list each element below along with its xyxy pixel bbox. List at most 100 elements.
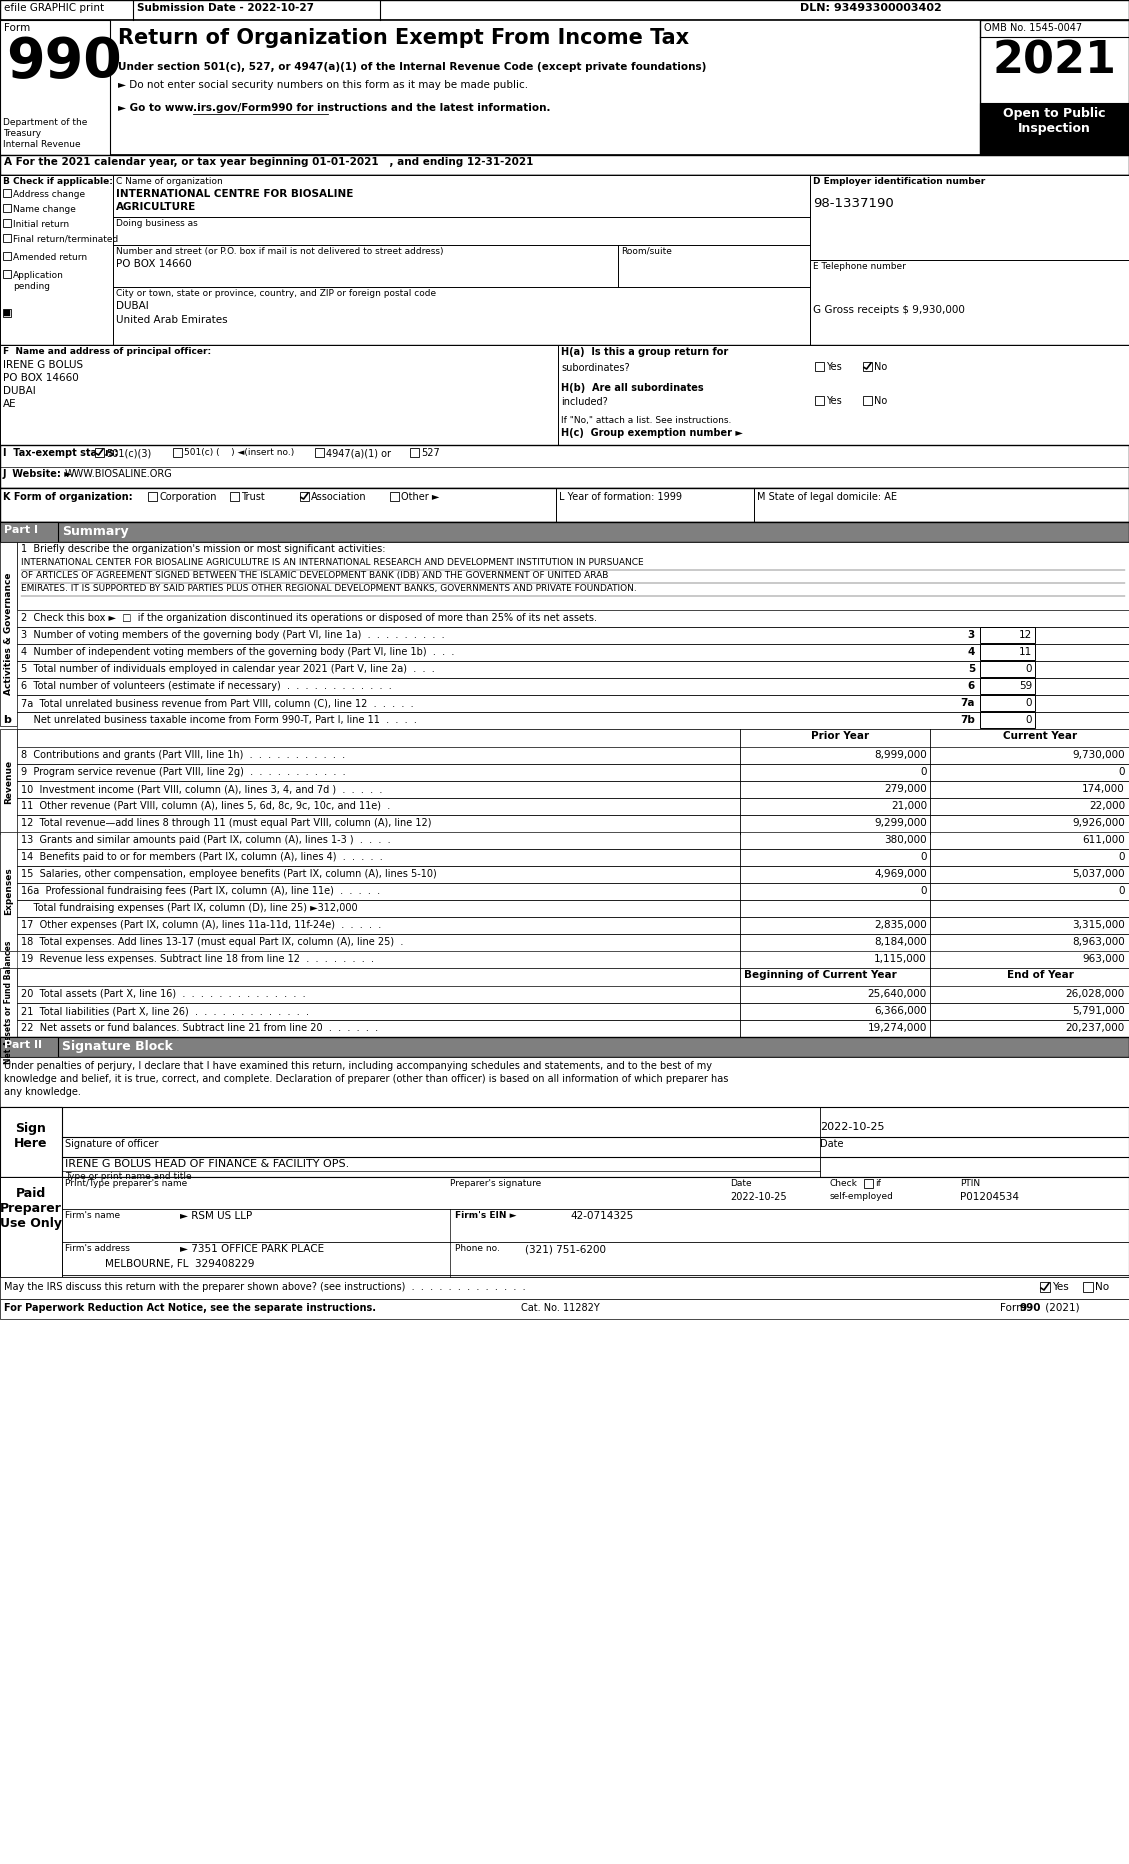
Text: H(a)  Is this a group return for: H(a) Is this a group return for [561,347,728,358]
Bar [0,345,1129,445]
Text: No: No [874,362,887,373]
Text: M State of legal domicile: AE: M State of legal domicile: AE [758,492,898,501]
Bar [148,492,157,501]
Bar [980,712,1035,729]
Bar [17,798,1129,815]
Text: 22,000: 22,000 [1088,802,1124,811]
Text: Signature of officer: Signature of officer [65,1139,158,1148]
Bar [17,1003,1129,1020]
Text: PO BOX 14660: PO BOX 14660 [3,373,79,382]
Text: 8,184,000: 8,184,000 [874,938,927,947]
Bar [0,1036,58,1057]
Text: K Form of organization:: K Form of organization: [3,492,132,501]
Bar [17,815,1129,831]
Bar [0,542,17,725]
Text: 11: 11 [1018,647,1032,656]
Bar [980,643,1035,660]
Text: End of Year: End of Year [1007,969,1074,980]
Bar [1083,1282,1093,1292]
Text: A For the 2021 calendar year, or tax year beginning 01-01-2021   , and ending 12: A For the 2021 calendar year, or tax yea… [5,157,533,168]
Text: Form: Form [1000,1303,1030,1312]
Text: Type or print name and title: Type or print name and title [65,1172,192,1182]
Text: 990: 990 [6,35,122,89]
Bar [0,175,113,345]
Bar [3,235,11,242]
Text: Part I: Part I [5,526,38,535]
Text: 8  Contributions and grants (Part VIII, line 1h)  .  .  .  .  .  .  .  .  .  .  : 8 Contributions and grants (Part VIII, l… [21,749,345,761]
Text: 19  Revenue less expenses. Subtract line 18 from line 12  .  .  .  .  .  .  .  .: 19 Revenue less expenses. Subtract line … [21,954,374,964]
Text: Date: Date [730,1180,752,1187]
Bar [3,252,11,259]
Text: Room/suite: Room/suite [621,248,672,255]
Bar [17,884,1129,900]
Text: Initial return: Initial return [14,220,69,229]
Text: Firm's EIN ►: Firm's EIN ► [455,1212,516,1221]
Text: Beginning of Current Year: Beginning of Current Year [744,969,896,980]
Text: 16a  Professional fundraising fees (Part IX, column (A), line 11e)  .  .  .  .  : 16a Professional fundraising fees (Part … [21,885,380,897]
Text: 13  Grants and similar amounts paid (Part IX, column (A), lines 1-3 )  .  .  .  : 13 Grants and similar amounts paid (Part… [21,835,391,844]
Text: OF ARTICLES OF AGREEMENT SIGNED BETWEEN THE ISLAMIC DEVELOPMENT BANK (IDB) AND T: OF ARTICLES OF AGREEMENT SIGNED BETWEEN … [21,570,609,580]
Text: No: No [1095,1282,1109,1292]
Text: 10  Investment income (Part VIII, column (A), lines 3, 4, and 7d )  .  .  .  .  : 10 Investment income (Part VIII, column … [21,785,383,794]
Bar [0,831,17,951]
Bar [410,447,419,457]
Text: included?: included? [561,397,607,406]
Bar [17,848,1129,867]
Bar [17,712,1129,729]
Text: 9,299,000: 9,299,000 [874,818,927,828]
Text: 0: 0 [920,885,927,897]
Text: knowledge and belief, it is true, correct, and complete. Declaration of preparer: knowledge and belief, it is true, correc… [5,1074,728,1085]
Text: 7a: 7a [961,697,975,708]
Text: Return of Organization Exempt From Income Tax: Return of Organization Exempt From Incom… [119,28,689,48]
Text: 611,000: 611,000 [1083,835,1124,844]
Text: ► Do not enter social security numbers on this form as it may be made public.: ► Do not enter social security numbers o… [119,80,528,89]
Bar [230,492,239,501]
Bar [95,447,104,457]
Bar [17,747,1129,764]
Text: 15  Salaries, other compensation, employee benefits (Part IX, column (A), lines : 15 Salaries, other compensation, employe… [21,869,437,880]
Text: 3  Number of voting members of the governing body (Part VI, line 1a)  .  .  .  .: 3 Number of voting members of the govern… [21,630,445,639]
Text: 963,000: 963,000 [1083,954,1124,964]
Text: AGRICULTURE: AGRICULTURE [116,201,196,212]
Text: any knowledge.: any knowledge. [5,1087,81,1098]
Text: Association: Association [310,492,367,501]
Text: Date: Date [820,1139,843,1148]
Text: INTERNATIONAL CENTER FOR BIOSALINE AGRICULUTRE IS AN INTERNATIONAL RESEARCH AND : INTERNATIONAL CENTER FOR BIOSALINE AGRIC… [21,557,644,567]
Text: 6: 6 [968,680,975,692]
Text: G Gross receipts $ 9,930,000: G Gross receipts $ 9,930,000 [813,306,965,315]
Bar [980,662,1035,677]
Bar [0,155,1129,175]
Bar [17,900,1129,917]
Text: 5  Total number of individuals employed in calendar year 2021 (Part V, line 2a) : 5 Total number of individuals employed i… [21,664,435,675]
Bar [864,1180,873,1187]
Text: Sign
Here: Sign Here [15,1122,47,1150]
Text: 9,730,000: 9,730,000 [1073,749,1124,761]
Text: 42-0714325: 42-0714325 [570,1212,633,1221]
Text: Prior Year: Prior Year [811,731,869,742]
Text: H(b)  Are all subordinates: H(b) Are all subordinates [561,382,703,393]
Bar [17,1020,1129,1036]
Bar [0,175,1129,345]
Bar [17,781,1129,798]
Bar [863,362,872,371]
Bar [815,362,824,371]
Text: 0: 0 [1119,852,1124,861]
Text: Doing business as: Doing business as [116,218,198,227]
Bar [3,203,11,212]
Text: 527: 527 [421,447,440,459]
Bar [980,678,1035,693]
Text: 0: 0 [1025,716,1032,725]
Text: 12: 12 [1018,630,1032,639]
Text: Yes: Yes [826,395,842,406]
Text: Final return/terminated: Final return/terminated [14,235,119,244]
Text: 2  Check this box ►  □  if the organization discontinued its operations or dispo: 2 Check this box ► □ if the organization… [21,613,597,623]
Bar [0,1107,1129,1176]
Text: 8,999,000: 8,999,000 [874,749,927,761]
Text: 279,000: 279,000 [884,785,927,794]
Bar [815,395,824,404]
Bar [980,103,1129,155]
Text: PO BOX 14660: PO BOX 14660 [116,259,192,268]
Text: Yes: Yes [1052,1282,1069,1292]
Text: J  Website: ►: J Website: ► [3,470,72,479]
Text: 7b: 7b [960,716,975,725]
